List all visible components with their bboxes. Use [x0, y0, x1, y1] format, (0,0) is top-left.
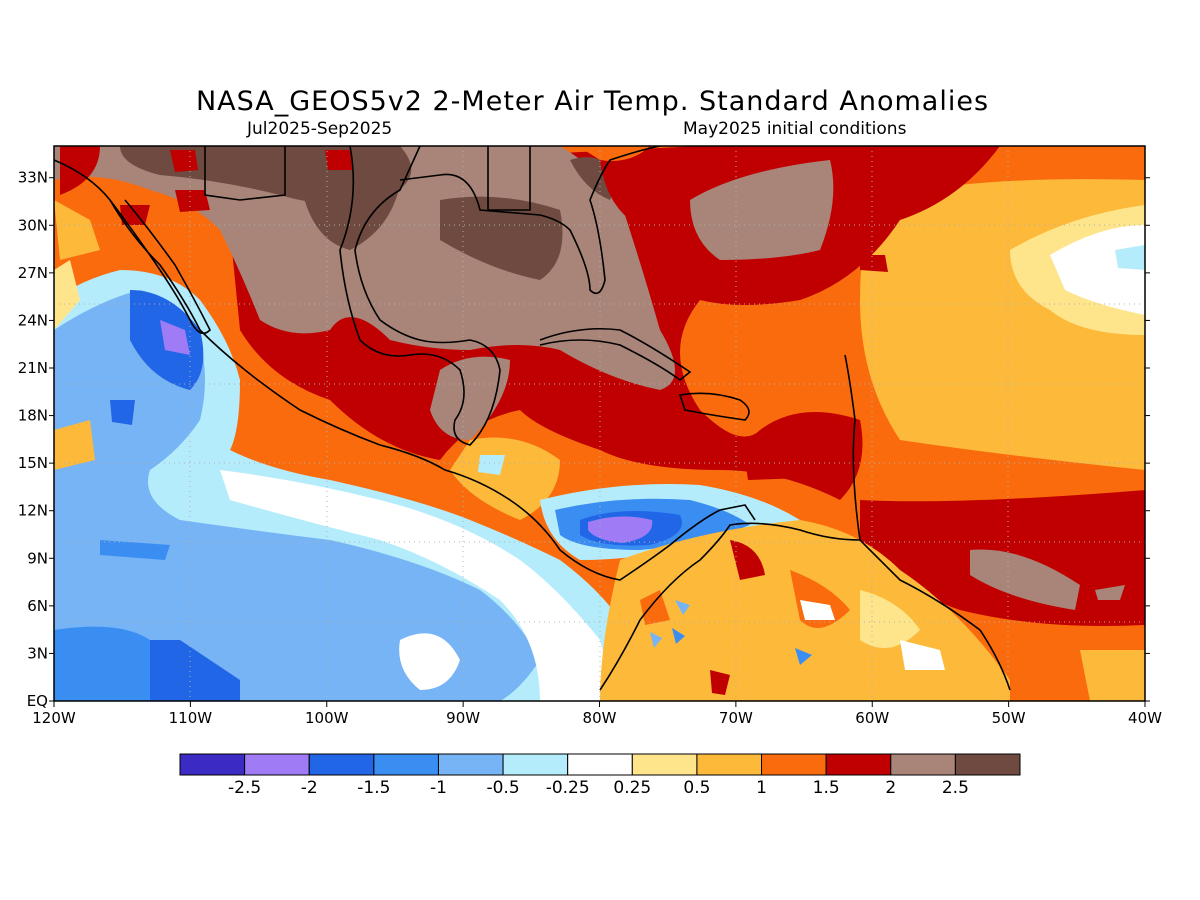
- colorbar-label: -0.25: [546, 778, 590, 798]
- colorbar-label: 0.25: [613, 778, 651, 798]
- lat-tick-label: 15N: [18, 454, 48, 472]
- colorbar-label: -2: [301, 778, 318, 798]
- lon-tick-label: 70W: [719, 709, 753, 727]
- lon-tick-label: 80W: [583, 709, 617, 727]
- map-title: NASA_GEOS5v2 2-Meter Air Temp. Standard …: [195, 86, 990, 117]
- lon-tick-label: 100W: [305, 709, 349, 727]
- lat-tick-label: 24N: [18, 311, 48, 329]
- colorbar-label: 1.5: [813, 778, 840, 798]
- colorbar-swatch: [244, 753, 310, 776]
- lon-tick-label: 40W: [1128, 709, 1162, 727]
- colorbar-swatch: [696, 753, 763, 776]
- forecast-period: Jul2025-Sep2025: [247, 119, 393, 139]
- lon-tick-label: 60W: [855, 709, 889, 727]
- colorbar-label: -2.5: [228, 778, 261, 798]
- lon-tick-label: 120W: [32, 709, 76, 727]
- colorbar-label: 1: [756, 778, 767, 798]
- colorbar-swatch: [437, 753, 504, 776]
- lat-tick-label: 21N: [18, 359, 48, 377]
- lon-tick-label: 110W: [169, 709, 213, 727]
- lat-tick-label: 30N: [18, 216, 48, 234]
- initial-conditions: May2025 initial conditions: [683, 119, 907, 139]
- colorbar-swatch: [954, 753, 1021, 776]
- colorbar-swatch: [825, 753, 892, 776]
- anomaly-field: [54, 146, 1145, 701]
- lat-tick-label: 33N: [18, 169, 48, 187]
- lat-tick-label: 9N: [27, 549, 48, 567]
- lat-tick-label: 27N: [18, 264, 48, 282]
- colorbar-swatch: [761, 753, 827, 776]
- colorbar-swatch: [308, 753, 375, 776]
- colorbar-swatch: [631, 753, 698, 776]
- colorbar-label: -1: [430, 778, 447, 798]
- colorbar-label: 0.5: [683, 778, 710, 798]
- colorbar: -2.5 -2 -1.5 -1 -0.5 -0.25 0.25 0.5 1 1.5 2 2.5: [179, 753, 1021, 798]
- colorbar-label: 2: [885, 778, 896, 798]
- latitude-axis: EQ 3N 6N 9N 12N 15N 18N 21N 24N 27N 30N 33N: [18, 169, 1150, 710]
- colorbar-swatch: [890, 753, 956, 776]
- lat-tick-label: 12N: [18, 502, 48, 520]
- coastlines: [54, 146, 1011, 691]
- lon-tick-label: 90W: [446, 709, 480, 727]
- colorbar-swatch: [567, 753, 633, 776]
- colorbar-label: 2.5: [942, 778, 969, 798]
- lat-tick-label: 6N: [27, 597, 48, 615]
- grid-lines: [54, 146, 1145, 701]
- lat-tick-label: 3N: [27, 644, 48, 662]
- lat-tick-label: 18N: [18, 407, 48, 425]
- colorbar-swatch: [179, 753, 246, 776]
- colorbar-label: -1.5: [357, 778, 390, 798]
- lat-tick-label: EQ: [27, 692, 48, 710]
- colorbar-label: -0.5: [486, 778, 519, 798]
- lon-tick-label: 50W: [992, 709, 1026, 727]
- colorbar-swatch: [502, 753, 569, 776]
- colorbar-swatch: [373, 753, 439, 776]
- longitude-axis: 120W 110W 100W 90W 80W 70W 60W 50W 40W: [32, 701, 1162, 727]
